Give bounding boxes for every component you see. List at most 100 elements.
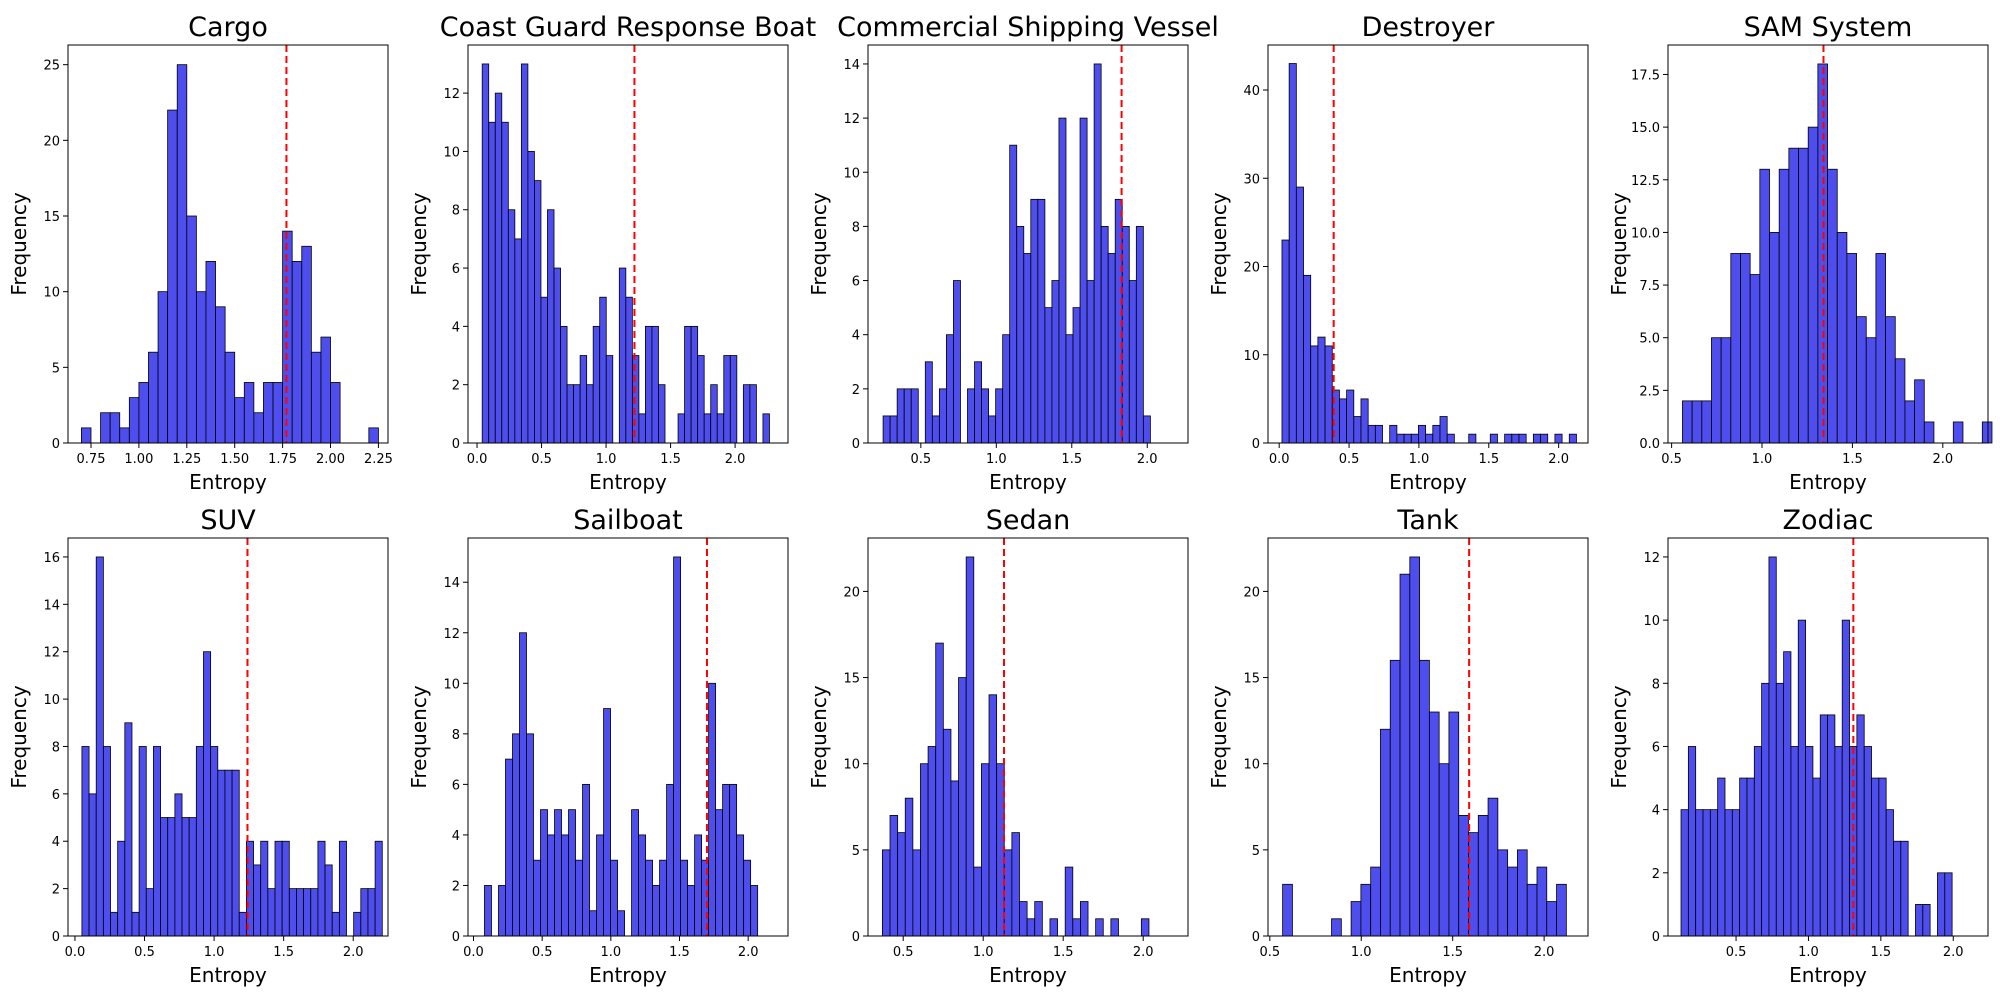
histogram-bar — [1518, 433, 1527, 444]
histogram-bar — [651, 325, 659, 444]
histogram-bar — [1497, 849, 1509, 937]
y-axis-label: Frequency — [807, 685, 831, 788]
histogram-bar — [109, 412, 121, 444]
x-tick-label: 0.5 — [910, 452, 931, 467]
histogram-bar — [723, 355, 731, 444]
histogram-bar — [1425, 433, 1434, 444]
x-tick-label: 1.75 — [268, 452, 297, 467]
histogram-bar — [1546, 901, 1557, 937]
histogram-bar — [1350, 901, 1362, 937]
y-tick-label: 0 — [852, 930, 860, 945]
y-tick-label: 5 — [1252, 844, 1260, 859]
histogram-bar — [927, 746, 937, 937]
histogram-bar — [1702, 809, 1711, 937]
x-tick-label: 2.0 — [1534, 945, 1555, 960]
y-tick-label: 12 — [843, 112, 860, 127]
histogram-bar — [1448, 711, 1460, 937]
histogram-bar — [1695, 809, 1704, 937]
x-tick-label: 0.75 — [77, 452, 106, 467]
histogram-bar — [540, 809, 548, 937]
histogram-bar — [1711, 337, 1722, 444]
x-tick-label: 0.5 — [1339, 452, 1360, 467]
histogram-bar — [1011, 832, 1020, 937]
histogram-bar — [1432, 424, 1441, 444]
histogram-bar — [1374, 424, 1383, 444]
y-tick-label: 15 — [843, 672, 860, 687]
histogram-bar — [1403, 433, 1412, 444]
subplot-3: 0.0 0.5 1.0 1.5 2.0 0 10 20 30 40 Destroyer Entropy… — [1207, 12, 1589, 494]
histogram-bar — [896, 388, 905, 444]
x-tick-label: 1.5 — [669, 945, 690, 960]
x-tick-label: 0.0 — [1269, 452, 1290, 467]
histogram-bar — [946, 334, 954, 444]
y-axis-label: Frequency — [1607, 685, 1631, 788]
histogram-bar — [1923, 421, 1935, 444]
histogram-bar — [1691, 400, 1703, 444]
chart-title: Zodiac — [1782, 505, 1873, 536]
histogram-bar — [203, 651, 212, 937]
y-tick-label: 14 — [843, 58, 860, 73]
histogram-bar — [1389, 659, 1401, 937]
histogram-bar — [1065, 334, 1074, 444]
histogram-bar — [281, 840, 290, 937]
histogram-bar — [1761, 682, 1770, 937]
histogram-bar — [272, 382, 284, 444]
histogram-bar — [882, 849, 891, 937]
histogram-bar — [716, 413, 725, 444]
histogram-bar — [680, 859, 689, 937]
histogram-bar — [367, 888, 376, 937]
x-tick-label: 1.5 — [1478, 452, 1499, 467]
y-tick-label: 2 — [452, 379, 460, 394]
y-tick-label: 17.5 — [1631, 68, 1660, 83]
histogram-bar — [310, 888, 319, 937]
histogram-bar — [1140, 918, 1150, 937]
histogram-bar — [138, 382, 149, 444]
histogram-bar — [1477, 814, 1489, 937]
histogram-bar — [1507, 866, 1518, 937]
histogram-bar — [1009, 144, 1018, 444]
y-tick-label: 10 — [843, 758, 860, 773]
histogram-bar — [1556, 883, 1567, 937]
x-tick-label: 0.5 — [1661, 452, 1682, 467]
histogram-bar — [534, 180, 542, 444]
y-tick-label: 20 — [1243, 261, 1260, 276]
x-tick-label: 2.0 — [1133, 945, 1154, 960]
y-tick-label: 4 — [852, 329, 860, 344]
histogram-bar — [710, 384, 718, 444]
y-tick-label: 15 — [1243, 672, 1260, 687]
subplot-1: 0.0 0.5 1.0 1.5 2.0 0 2 4 6 8 10 12 Coast Guard Resp… — [407, 12, 816, 494]
subplot-5: 0.0 0.5 1.0 1.5 2.0 0 2 4 6 8 10 12 14 16 SUV Entropy Fr… — [7, 505, 389, 987]
histogram-bar — [553, 267, 561, 444]
histogram-bar — [1295, 186, 1304, 444]
histogram-bar — [1775, 682, 1785, 937]
histogram-bar — [677, 413, 685, 444]
histogram-bar — [1446, 433, 1455, 444]
x-tick-label: 1.5 — [1842, 452, 1863, 467]
y-tick-label: 2 — [52, 883, 60, 898]
histogram-bar — [1914, 379, 1925, 444]
histogram-bar — [1841, 619, 1850, 937]
histogram-bar — [1937, 872, 1946, 937]
histogram-bar — [950, 780, 959, 937]
y-tick-label: 8 — [1652, 677, 1660, 692]
histogram-bar — [1952, 421, 1964, 444]
histogram-bar — [1324, 345, 1333, 444]
histogram-bar — [592, 325, 601, 444]
histogram-bar — [965, 556, 975, 937]
histogram-bar — [512, 733, 520, 937]
plot-frame — [867, 537, 1189, 937]
x-tick-label: 1.5 — [1871, 945, 1892, 960]
histogram-bar — [1034, 901, 1043, 937]
histogram-bar — [296, 888, 305, 937]
histogram-bar — [288, 888, 297, 937]
x-axis-label: Entropy — [1389, 963, 1467, 987]
histogram-bar — [1778, 168, 1790, 444]
chart-title: Destroyer — [1362, 12, 1496, 43]
x-tick-label: 0.5 — [531, 452, 552, 467]
x-tick-label: 2.0 — [343, 945, 364, 960]
x-axis-label: Entropy — [989, 470, 1067, 494]
y-tick-label: 6 — [452, 778, 460, 793]
y-tick-label: 10.0 — [1631, 226, 1660, 241]
histogram-bar — [659, 859, 667, 937]
